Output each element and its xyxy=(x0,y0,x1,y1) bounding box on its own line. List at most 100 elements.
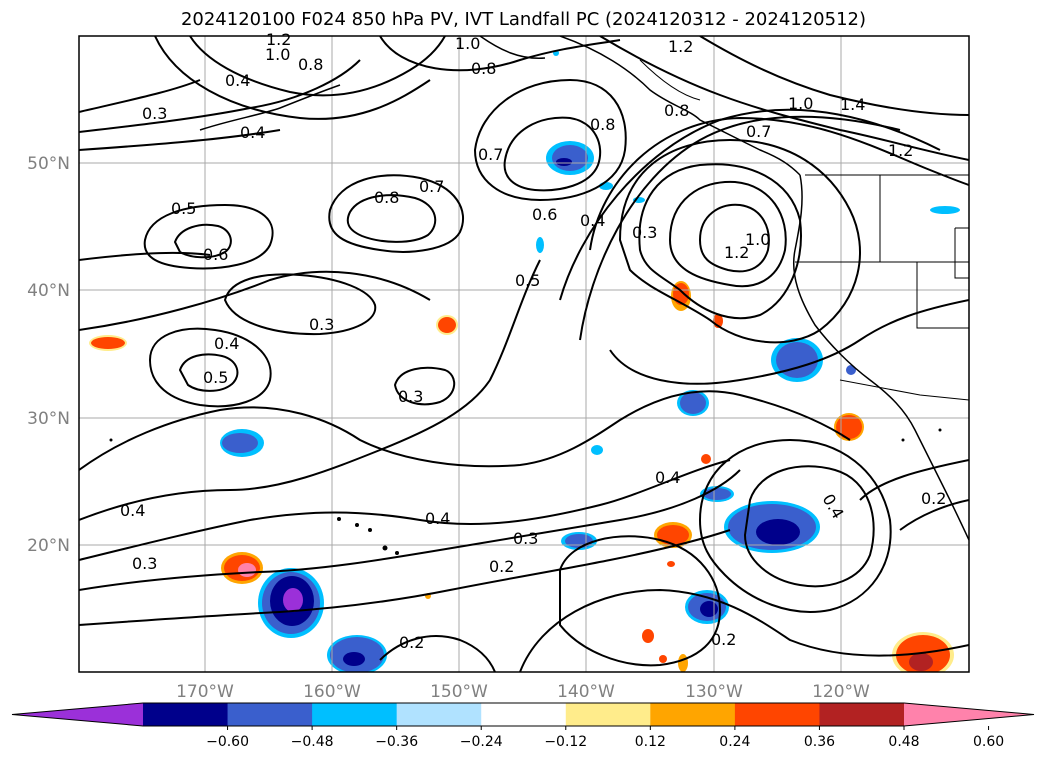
neg-blob xyxy=(220,429,264,457)
lon-tick-label: 150°W xyxy=(430,682,488,702)
lat-tick-label: 40°N xyxy=(27,281,70,301)
neg-blob xyxy=(771,338,823,382)
pos-blob xyxy=(221,552,263,584)
contour-label: 0.8 xyxy=(374,188,399,207)
contour-label: 0.2 xyxy=(489,557,514,576)
contour-label: 1.0 xyxy=(265,45,290,64)
contour-label: 0.6 xyxy=(532,205,557,224)
colorbar-extend-low xyxy=(12,703,143,726)
lon-tick-label: 170°W xyxy=(176,682,234,702)
contour-label: 0.4 xyxy=(214,334,239,353)
contour-label: 0.7 xyxy=(746,122,771,141)
colorbar-tick-label: −0.60 xyxy=(206,734,249,750)
contour-label: 1.2 xyxy=(668,37,693,56)
neg-blob xyxy=(591,445,603,455)
lat-tick-labels: 50°N 40°N 30°N 20°N xyxy=(27,154,70,556)
colorbar-segment xyxy=(227,703,313,726)
lat-tick-label: 30°N xyxy=(27,409,70,429)
contour-label: 0.5 xyxy=(515,271,540,290)
lat-tick-label: 20°N xyxy=(27,536,70,556)
islands xyxy=(109,428,942,555)
contour-label: 0.8 xyxy=(298,55,323,74)
lon-tick-label: 130°W xyxy=(685,682,743,702)
contour-labels: 1.2 1.0 0.8 0.4 0.3 0.4 1.0 0.8 1.2 1.0 … xyxy=(120,30,946,652)
colorbar-tick-label: −0.48 xyxy=(291,734,334,750)
contour-label: 0.4 xyxy=(120,501,145,520)
contour-label: 1.0 xyxy=(788,94,813,113)
map-frame xyxy=(78,35,970,673)
contour-label: 0.3 xyxy=(132,554,157,573)
contour-label: 0.3 xyxy=(142,104,167,123)
contour-label: 0.3 xyxy=(632,223,657,242)
colorbar-tick-label: 0.36 xyxy=(804,734,835,750)
lon-tick-label: 120°W xyxy=(812,682,870,702)
contour-label: 0.5 xyxy=(203,368,228,387)
contour-label: 0.3 xyxy=(309,315,334,334)
colorbar-tick-label: −0.24 xyxy=(460,734,503,750)
colorbar: −0.60 −0.48 −0.36 −0.24 −0.12 0.12 0.24 0.36 0.4… xyxy=(11,702,1035,750)
colorbar-segment xyxy=(312,703,398,726)
colorbar-segment xyxy=(565,703,651,726)
colorbar-segment xyxy=(143,703,229,726)
contour-label: 1.2 xyxy=(266,30,291,49)
colorbar-tick-label: 0.60 xyxy=(973,734,1004,750)
coastline xyxy=(199,36,969,541)
contour-label: 0.2 xyxy=(399,633,424,652)
contour-label: 0.4 xyxy=(240,123,265,142)
contour-label: 1.4 xyxy=(840,95,865,114)
pc-fill-layer xyxy=(89,50,960,672)
pos-blob xyxy=(659,655,667,663)
colorbar-segment xyxy=(650,703,736,726)
pos-blob xyxy=(642,629,654,643)
contour-label: 0.7 xyxy=(419,177,444,196)
contour-label: 1.2 xyxy=(888,141,913,160)
neg-blob xyxy=(258,568,324,638)
neg-blob xyxy=(677,390,709,416)
neg-blob xyxy=(327,635,387,672)
contour-label: 0.7 xyxy=(478,145,503,164)
contour-label: 0.4 xyxy=(425,509,450,528)
colorbar-tick-label: 0.24 xyxy=(719,734,750,750)
contour-label: 1.2 xyxy=(724,243,749,262)
pv-contours xyxy=(79,36,969,672)
contour-label: 0.2 xyxy=(711,630,736,649)
pos-blob xyxy=(834,413,864,441)
colorbar-segment xyxy=(819,703,905,726)
colorbar-segment xyxy=(396,703,482,726)
colorbar-tick-label: 0.48 xyxy=(888,734,919,750)
neg-blob xyxy=(930,206,960,214)
contour-label: 0.3 xyxy=(513,529,538,548)
pos-blob xyxy=(701,454,711,464)
lon-tick-labels: 170°W 160°W 150°W 140°W 130°W 120°W xyxy=(176,682,870,702)
pos-blob xyxy=(667,561,675,567)
contour-label: 0.3 xyxy=(398,387,423,406)
colorbar-segment xyxy=(734,703,820,726)
contour-label: 1.0 xyxy=(455,34,480,53)
pos-blob xyxy=(654,522,692,548)
colorbar-tick-label: 0.12 xyxy=(635,734,666,750)
pos-blob xyxy=(89,335,127,351)
colorbar-tick-label: −0.12 xyxy=(544,734,587,750)
colorbar-tick-label: −0.36 xyxy=(375,734,418,750)
colorbar-outline xyxy=(11,702,1035,727)
lon-tick-label: 160°W xyxy=(303,682,361,702)
map-title: 2024120100 F024 850 hPa PV, IVT Landfall… xyxy=(180,9,867,30)
contour-label: 0.2 xyxy=(921,489,946,508)
contour-label: 0.8 xyxy=(590,115,615,134)
pos-blob xyxy=(678,654,688,672)
neg-blob xyxy=(685,590,729,624)
contour-label: 0.6 xyxy=(203,245,228,264)
neg-blob xyxy=(546,141,594,175)
graticule xyxy=(79,36,969,672)
contour-label: 0.8 xyxy=(664,101,689,120)
contour-label: 0.8 xyxy=(471,59,496,78)
contour-label: 1.0 xyxy=(745,230,770,249)
contour-label: 0.4 xyxy=(655,468,680,487)
colorbar-extend-high xyxy=(904,703,1034,726)
neg-blob xyxy=(536,237,544,253)
contour-label: 0.4 xyxy=(580,211,605,230)
lon-tick-label: 140°W xyxy=(557,682,615,702)
pos-blob xyxy=(436,315,458,335)
contour-label: 0.5 xyxy=(171,199,196,218)
